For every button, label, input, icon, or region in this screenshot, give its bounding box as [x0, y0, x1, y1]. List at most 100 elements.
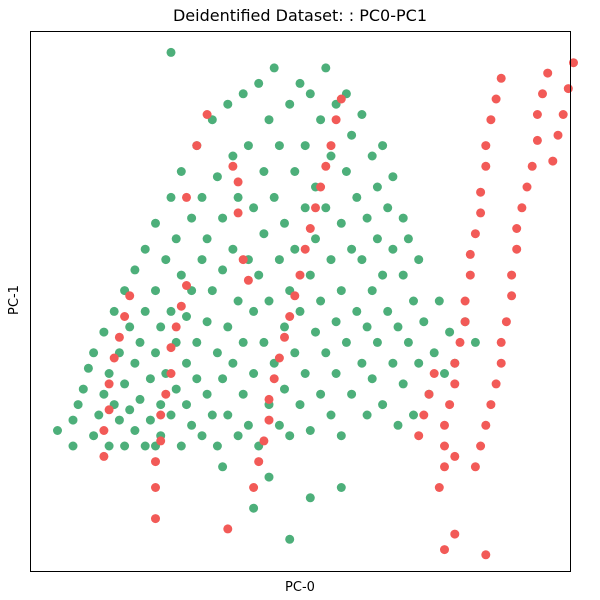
scatter-point-series-0-136 [331, 317, 341, 327]
scatter-point-series-1-5 [114, 332, 124, 342]
scatter-point-series-0-2 [68, 415, 78, 425]
scatter-point-series-1-42 [326, 141, 336, 151]
scatter-point-series-0-31 [145, 415, 155, 425]
scatter-point-series-1-89 [563, 84, 573, 94]
scatter-point-series-0-4 [78, 384, 88, 394]
scatter-point-series-1-66 [450, 529, 460, 539]
scatter-point-series-0-134 [326, 410, 336, 420]
scatter-point-series-0-72 [218, 213, 228, 223]
scatter-point-series-1-85 [543, 68, 553, 78]
plot-area [53, 47, 578, 560]
scatter-point-series-1-10 [156, 436, 166, 446]
scatter-point-series-0-112 [290, 167, 300, 176]
scatter-point-series-1-43 [331, 115, 341, 125]
scatter-point-series-0-108 [280, 384, 289, 394]
scatter-point-series-1-3 [104, 379, 114, 389]
scatter-point-series-0-95 [259, 337, 269, 347]
scatter-point-series-1-46 [440, 462, 449, 472]
scatter-point-series-0-169 [388, 172, 398, 182]
scatter-point-series-0-121 [305, 270, 315, 280]
scatter-point-series-0-140 [336, 286, 346, 296]
scatter-point-series-0-30 [145, 374, 155, 384]
scatter-point-series-1-31 [269, 374, 279, 384]
scatter-point-series-1-19 [192, 141, 202, 151]
scatter-point-series-1-25 [243, 275, 253, 285]
scatter-point-series-0-7 [89, 431, 99, 441]
scatter-point-series-1-61 [481, 141, 491, 151]
scatter-point-series-1-88 [558, 110, 568, 119]
scatter-point-series-1-54 [460, 296, 470, 306]
scatter-point-series-0-127 [316, 389, 326, 399]
scatter-point-series-1-36 [295, 270, 305, 280]
scatter-point-series-0-104 [274, 420, 284, 430]
scatter-point-series-0-10 [99, 327, 109, 337]
scatter-point-series-0-181 [419, 317, 429, 327]
scatter-point-series-0-87 [243, 420, 253, 430]
scatter-point-series-0-194 [305, 493, 315, 503]
scatter-point-series-0-15 [114, 415, 124, 425]
scatter-point-series-0-172 [398, 270, 408, 280]
scatter-point-series-1-72 [496, 358, 506, 368]
scatter-point-series-1-27 [254, 457, 264, 467]
scatter-point-series-0-195 [336, 483, 346, 492]
scatter-point-series-0-35 [156, 400, 166, 410]
scatter-point-series-0-49 [182, 358, 191, 368]
scatter-point-series-1-63 [491, 94, 501, 104]
scatter-point-series-0-21 [125, 405, 135, 415]
scatter-point-series-1-18 [182, 192, 191, 202]
scatter-point-series-0-34 [151, 218, 160, 228]
scatter-point-series-0-143 [341, 337, 351, 347]
scatter-point-series-0-3 [73, 400, 83, 410]
scatter-point-series-0-158 [367, 374, 377, 384]
scatter-point-series-0-58 [197, 255, 207, 265]
scatter-point-series-1-65 [440, 545, 449, 555]
scatter-point-series-0-99 [264, 296, 274, 306]
scatter-point-series-1-15 [171, 322, 181, 332]
scatter-point-series-0-119 [300, 141, 310, 151]
scatter-point-series-0-67 [212, 348, 222, 358]
scatter-point-series-0-185 [440, 369, 449, 378]
scatter-point-series-0-77 [228, 358, 238, 368]
scatter-point-series-0-190 [166, 47, 176, 57]
scatter-point-series-1-48 [440, 420, 449, 430]
scatter-point-series-1-9 [151, 457, 160, 467]
scatter-point-series-0-60 [197, 192, 207, 202]
scatter-point-series-0-62 [202, 389, 212, 399]
plot-frame [30, 31, 571, 572]
scatter-point-series-0-0 [53, 426, 62, 435]
scatter-point-series-1-84 [538, 89, 547, 99]
scatter-point-series-0-180 [414, 255, 424, 265]
scatter-point-series-0-133 [326, 255, 336, 265]
scatter-point-series-0-184 [434, 296, 444, 306]
scatter-point-series-0-86 [243, 141, 253, 151]
scatter-point-series-0-103 [274, 255, 284, 265]
scatter-point-series-0-17 [120, 379, 130, 389]
scatter-point-series-0-40 [166, 192, 176, 202]
scatter-point-series-0-149 [352, 192, 362, 202]
scatter-point-series-0-70 [218, 265, 228, 275]
scatter-point-series-0-12 [104, 441, 114, 451]
scatter-point-series-0-41 [166, 306, 176, 316]
scatter-point-series-0-45 [171, 384, 181, 394]
scatter-point-series-0-166 [383, 203, 393, 213]
scatter-point-series-0-176 [403, 234, 413, 244]
scatter-point-series-0-148 [352, 306, 362, 316]
scatter-point-series-0-13 [109, 306, 119, 316]
scatter-point-series-0-117 [295, 306, 305, 316]
scatter-point-series-1-52 [455, 337, 465, 347]
scatter-point-series-1-56 [465, 249, 475, 259]
scatter-point-series-0-164 [378, 141, 388, 151]
scatter-point-series-1-37 [300, 244, 310, 254]
scatter-point-series-1-70 [486, 400, 496, 410]
scatter-point-series-0-170 [393, 322, 403, 332]
scatter-point-series-0-68 [212, 172, 222, 182]
scatter-point-series-0-6 [89, 348, 99, 358]
scatter-point-series-0-153 [362, 213, 372, 223]
scatter-point-series-0-36 [156, 322, 166, 332]
scatter-point-series-0-111 [285, 431, 295, 441]
scatter-point-series-0-29 [140, 441, 150, 451]
scatter-point-series-0-69 [212, 441, 222, 451]
scatter-point-series-1-22 [233, 208, 243, 218]
scatter-point-series-0-89 [249, 203, 259, 213]
scatter-point-series-1-76 [507, 270, 517, 280]
